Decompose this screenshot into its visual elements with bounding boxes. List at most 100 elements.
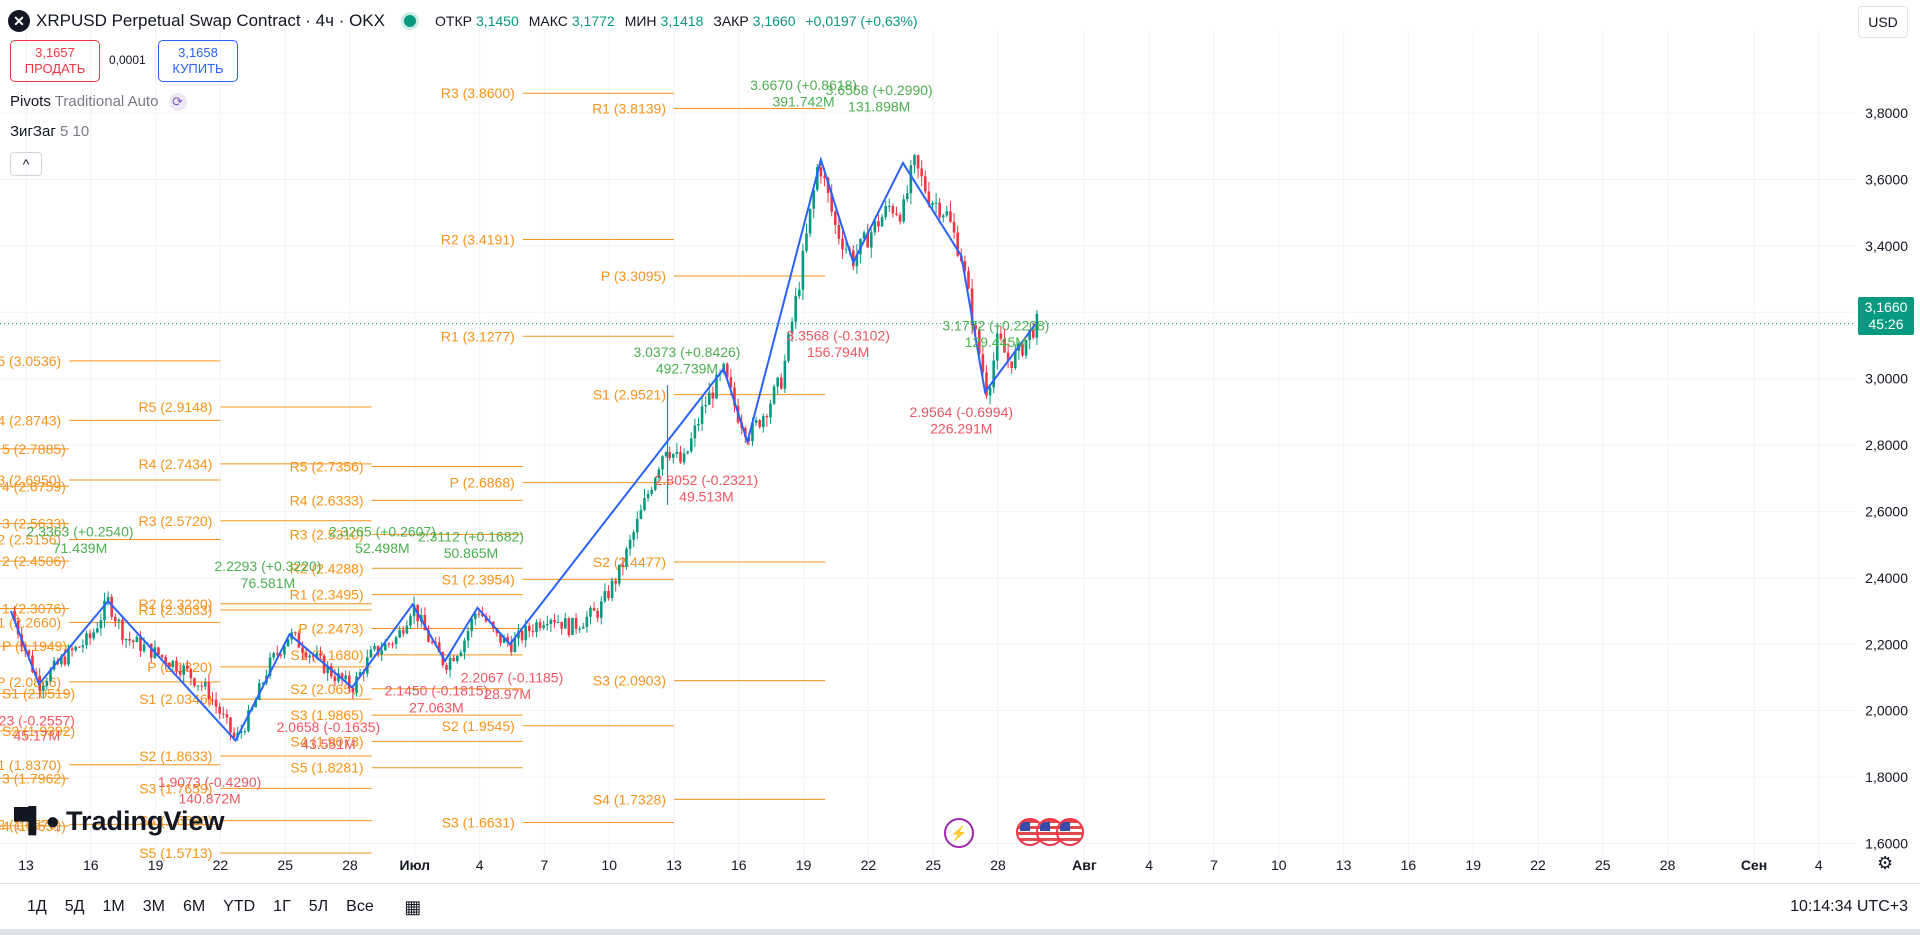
candle-body (171, 660, 175, 667)
candle-body (347, 675, 351, 689)
pivot-label: 5 (2.7885) (2, 441, 66, 457)
range-1d[interactable]: 1Д (27, 898, 47, 915)
clock[interactable]: 10:14:34 UTC+3 (1790, 898, 1908, 915)
candle-body (448, 657, 452, 670)
time-tick-label: 22 (1530, 857, 1546, 873)
time-tick-label: 4 (476, 857, 484, 873)
goto-date-calendar-icon[interactable]: ▦ (404, 896, 422, 917)
candle-body (427, 630, 430, 642)
candle-body (304, 652, 308, 658)
candle-body (905, 193, 909, 200)
pivot-label: R3 (2.6950) (0, 472, 61, 488)
us-flag-icon[interactable] (1056, 818, 1084, 846)
candle-body (279, 654, 283, 656)
candle-body (398, 630, 401, 638)
candle-body (841, 238, 844, 250)
candle-body (466, 631, 470, 641)
candle-body (704, 404, 707, 407)
zigzag-label: 28.97M (484, 686, 531, 702)
candle-body (563, 618, 567, 629)
candle-body (189, 669, 193, 679)
candle-body (661, 456, 664, 470)
candle-body (758, 420, 761, 427)
candle-body (596, 610, 599, 618)
candle-body (679, 451, 682, 463)
zigzag-indicator-legend[interactable]: ЗигЗаг 5 10 (10, 123, 89, 140)
candle-body (693, 425, 697, 439)
market-status-icon[interactable] (401, 12, 419, 30)
candle-body (783, 360, 787, 389)
candle-body (999, 333, 1003, 339)
candle-body (963, 261, 967, 272)
range-ytd[interactable]: YTD (223, 898, 256, 915)
time-axis[interactable]: 13 16 19 22 25 28 Июл 4 7 10 13 16 19 22 25 28 Авг 4 7 10 13… (18, 857, 1823, 873)
range-1m[interactable]: 1М (102, 898, 125, 915)
candle-body (297, 632, 301, 648)
candle-body (574, 617, 578, 629)
candle-body (815, 167, 819, 190)
candle-body (571, 617, 574, 635)
candle-body (967, 271, 970, 289)
candle-body (985, 372, 988, 396)
candle-body (819, 167, 823, 177)
range-5y[interactable]: 5Л (308, 898, 329, 915)
time-tick-label: 13 (666, 857, 682, 873)
price-tick-label: 3,6000 (1865, 172, 1908, 188)
candle-body (700, 406, 704, 424)
zigzag-label: 2.3363 (+0.2540) (26, 523, 133, 539)
pivot-label: R1 (2.2660) (0, 614, 61, 630)
buy-price: 3,1658 (178, 45, 218, 60)
candle-body (376, 645, 380, 655)
candle-body (779, 377, 783, 389)
candle-body (733, 387, 736, 406)
candle-body (380, 650, 383, 655)
candle-body (409, 616, 412, 626)
zigzag-label: 2.2067 (-0.1185) (461, 669, 563, 685)
candle-body (790, 321, 794, 334)
candle-body (85, 633, 88, 646)
pivot-label: 3 (2.5633) (2, 516, 66, 532)
zigzag-label: 2.9564 (-0.6994) (910, 404, 1014, 420)
range-3m[interactable]: 3М (142, 898, 165, 915)
candle-body (247, 709, 250, 732)
lightning-event-icon[interactable]: ⚡ (944, 818, 974, 848)
candle-body (351, 688, 355, 693)
candle-body (401, 630, 405, 634)
currency-select[interactable]: USD (1858, 6, 1908, 38)
range-5d[interactable]: 5Д (64, 898, 85, 915)
sell-button[interactable]: 3,1657 ПРОДАТЬ (10, 40, 100, 82)
range-6m[interactable]: 6М (182, 898, 206, 915)
candle-body (610, 580, 614, 599)
tradingview-logo[interactable]: ▀▍● TradingView (14, 806, 225, 837)
candle-body (538, 622, 542, 628)
pivots-indicator-legend[interactable]: Pivots Traditional Auto ⟳ (10, 93, 187, 111)
price-tick-label: 3,4000 (1865, 238, 1908, 254)
price-axis[interactable]: 1,6000 1,8000 2,0000 2,2000 2,4000 2,6000 2,80… (1865, 105, 1908, 851)
bar-countdown: 45:26 (1868, 316, 1904, 332)
candle-body (506, 637, 509, 643)
range-1y[interactable]: 1Г (273, 898, 291, 915)
range-all[interactable]: Все (346, 898, 374, 915)
candle-body (477, 613, 481, 615)
pivot-label: R4 (2.6333) (290, 492, 364, 508)
pivot-label: S5 (1.5713) (139, 845, 212, 861)
pivot-levels: 5 (2.7885) 4 (2.6759) 3 (2.5633) 2 (2.4506)… (0, 85, 826, 861)
candle-body (650, 489, 653, 494)
time-tick-label: 19 (148, 857, 164, 873)
buy-button[interactable]: 3,1658 КУПИТЬ (158, 40, 238, 82)
candle-body (916, 155, 920, 169)
candle-body (167, 663, 171, 667)
time-tick-label: 13 (18, 857, 34, 873)
time-tick-label: 25 (925, 857, 941, 873)
symbol-title[interactable]: XRPUSD Perpetual Swap Contract · 4ч · OK… (36, 11, 385, 30)
collapse-legend-button[interactable]: ^ (10, 152, 42, 176)
candle-body (1013, 350, 1017, 369)
candle-body (232, 732, 236, 738)
chart-settings-icon[interactable]: ⚙ (1877, 853, 1894, 873)
candle-body (535, 622, 538, 633)
economic-events[interactable] (1016, 818, 1084, 846)
candle-body (844, 248, 848, 250)
candle-body (545, 623, 549, 626)
time-tick-label: 25 (1595, 857, 1611, 873)
